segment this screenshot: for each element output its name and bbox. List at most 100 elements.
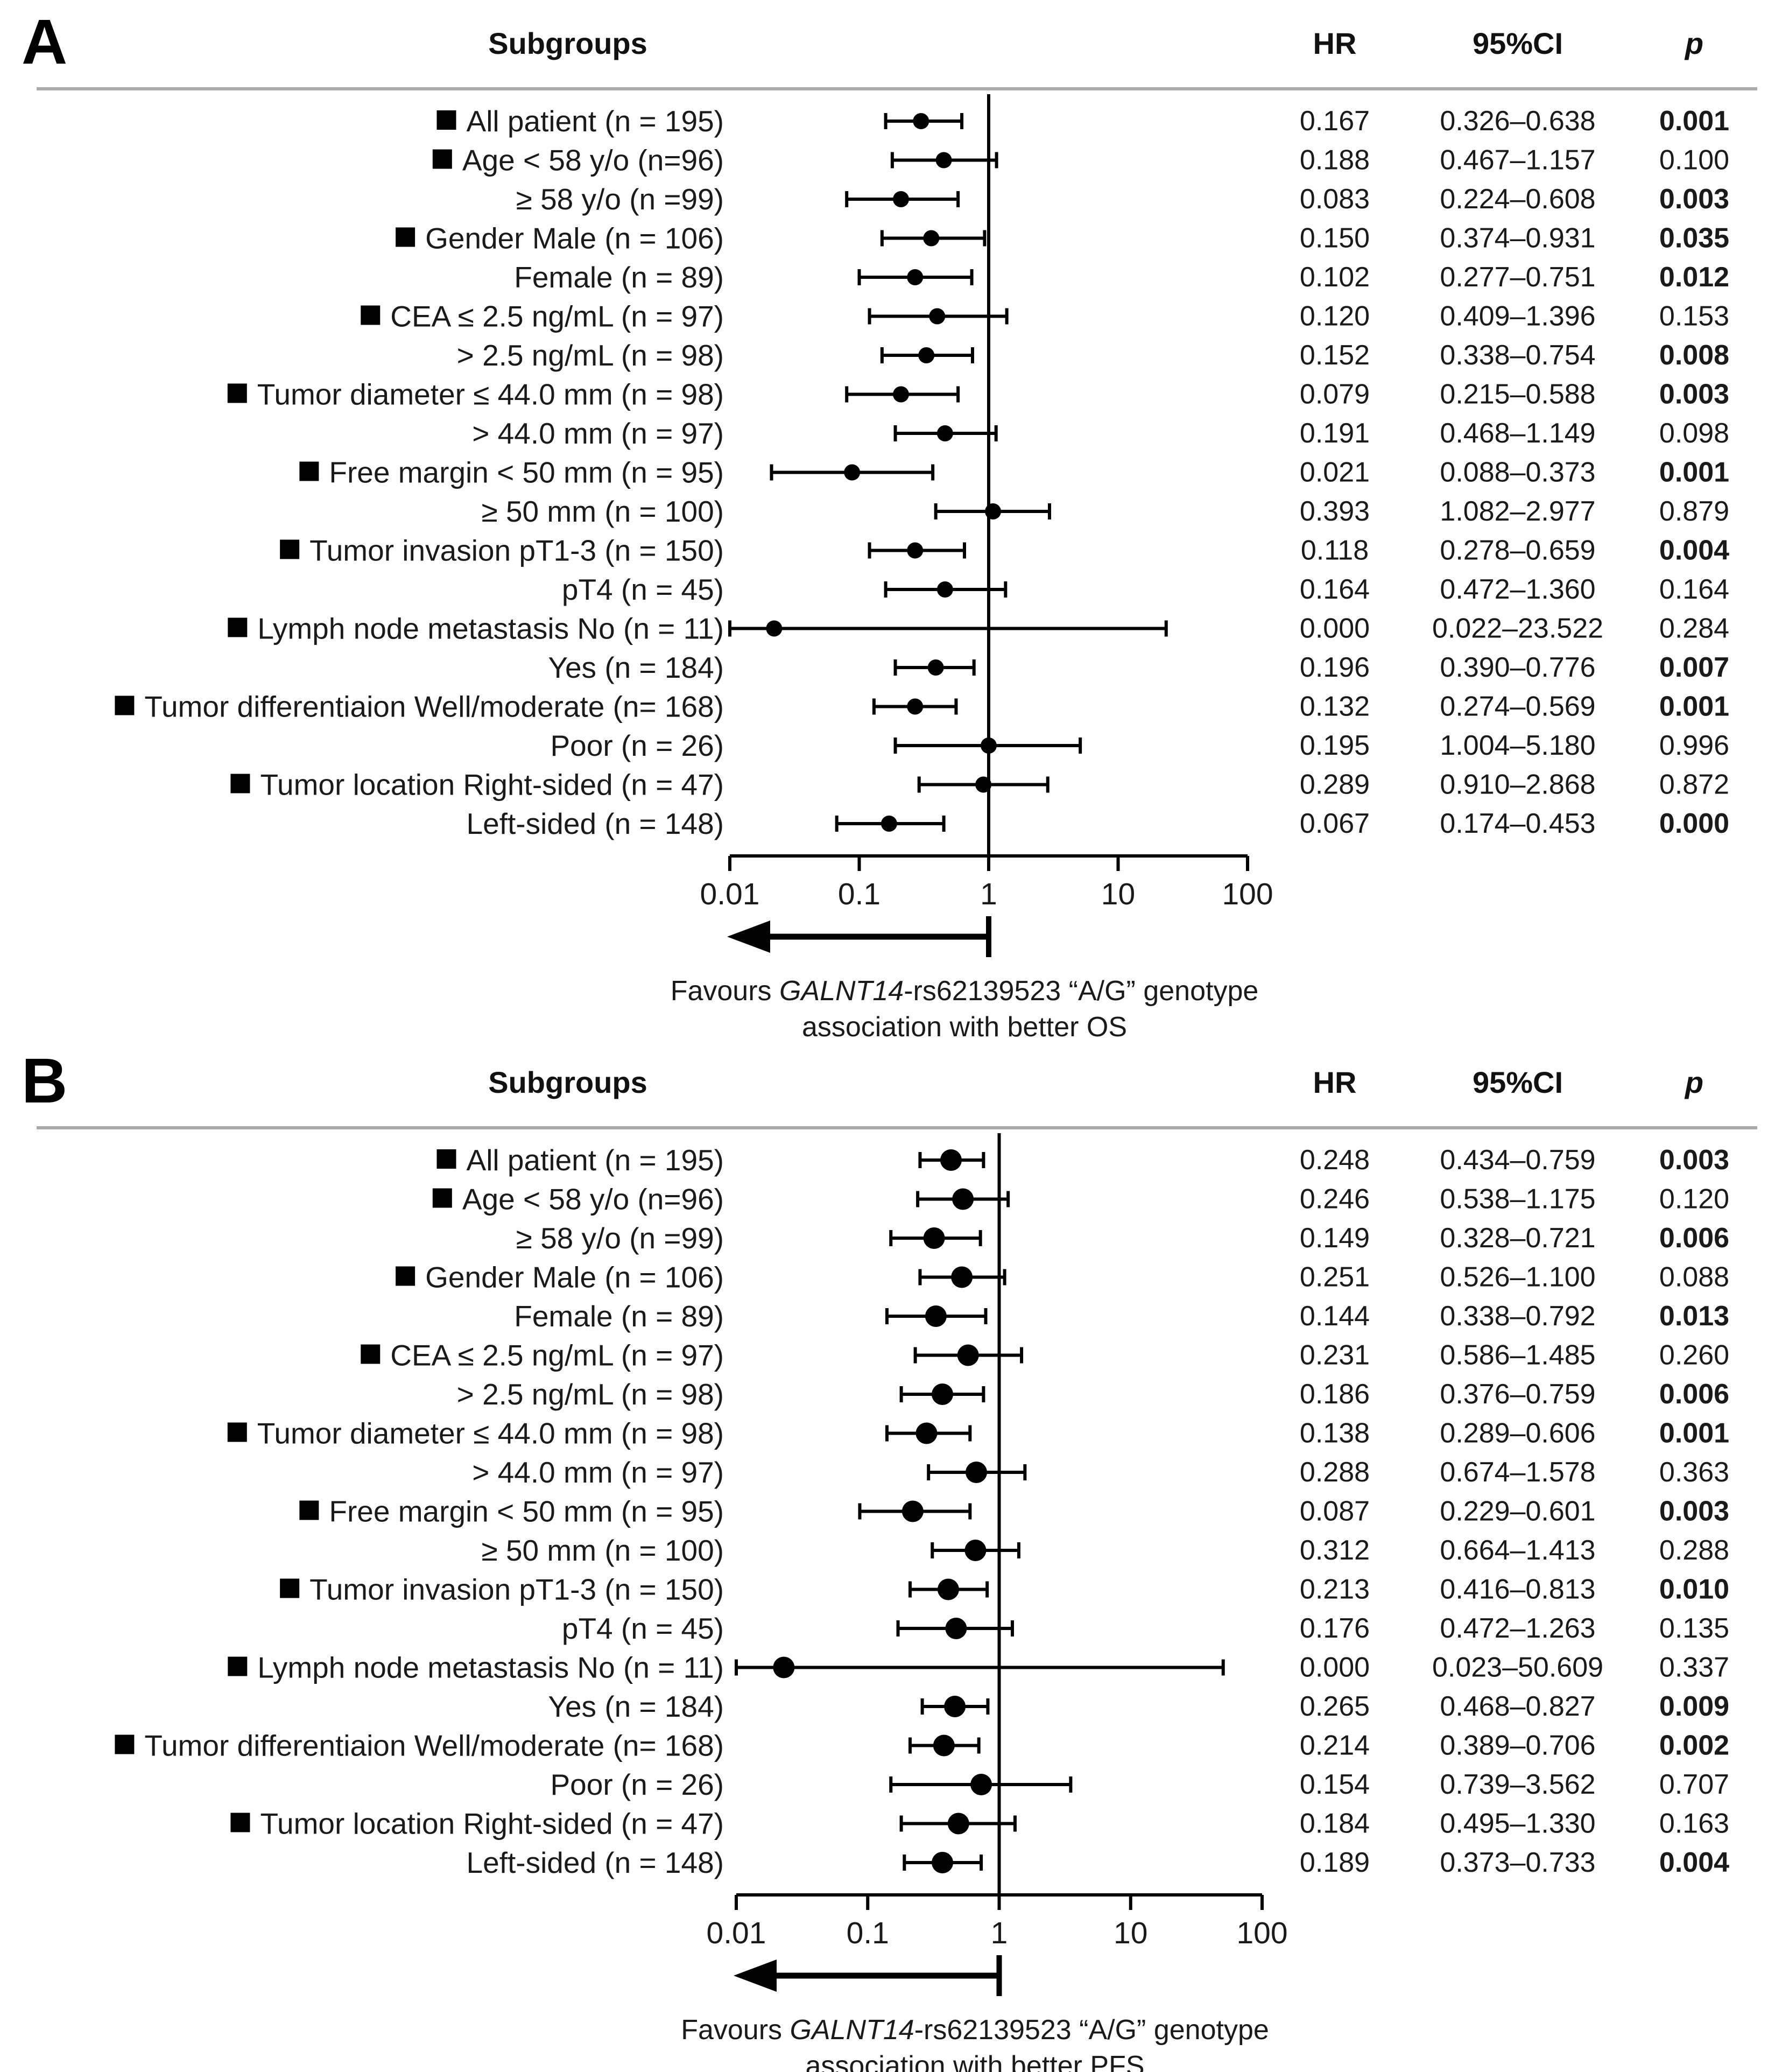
favours-arrowhead <box>734 1959 777 1992</box>
table-row: Tumor invasion pT1-3 (n = 150) 0.213 0.416… <box>280 1573 1729 1606</box>
row-label: Tumor location Right-sided (n = 47) <box>260 1807 724 1841</box>
point-estimate <box>929 308 946 325</box>
p-value: 0.004 <box>1659 535 1729 566</box>
square-bullet <box>280 539 300 559</box>
hr-value: 0.154 <box>1300 1769 1370 1800</box>
row-label: Left-sided (n = 148) <box>467 1846 724 1879</box>
point-estimate <box>907 542 924 559</box>
table-row: Free margin < 50 mm (n = 95) 0.087 0.229–0… <box>299 1495 1729 1528</box>
row-label: Free margin < 50 mm (n = 95) <box>329 456 724 489</box>
hr-value: 0.167 <box>1300 106 1370 137</box>
square-bullet <box>396 227 415 247</box>
ci-value: 0.215–0.588 <box>1440 379 1595 410</box>
row-label: > 2.5 ng/mL (n = 98) <box>457 1378 724 1411</box>
point-estimate <box>892 191 909 207</box>
p-value: 0.088 <box>1659 1262 1729 1293</box>
row-label: ≥ 58 y/o (n =99) <box>516 1221 724 1255</box>
point-estimate <box>952 1188 974 1210</box>
header-p: p <box>1684 1065 1703 1099</box>
hr-value: 0.195 <box>1300 730 1370 761</box>
square-bullet <box>432 1188 452 1208</box>
hr-value: 0.079 <box>1300 379 1370 410</box>
header-95ci: 95%CI <box>1473 1065 1563 1099</box>
p-value: 0.879 <box>1659 496 1729 527</box>
ci-value: 0.277–0.751 <box>1440 262 1595 293</box>
table-row: pT4 (n = 45) 0.164 0.472–1.360 0.164 <box>562 573 1729 606</box>
point-estimate <box>944 1696 966 1717</box>
p-value: 0.260 <box>1659 1340 1729 1371</box>
header-subgroups: Subgroups <box>488 1065 647 1099</box>
hr-value: 0.102 <box>1300 262 1370 293</box>
ci-value: 0.739–3.562 <box>1440 1769 1595 1800</box>
table-row: All patient (n = 195) 0.167 0.326–0.638 0.0… <box>436 104 1729 138</box>
row-label: Tumor diameter ≤ 44.0 mm (n = 98) <box>257 1417 724 1450</box>
ci-value: 0.409–1.396 <box>1440 301 1595 332</box>
table-row: pT4 (n = 45) 0.176 0.472–1.263 0.135 <box>562 1612 1729 1645</box>
panel-letter: A <box>22 6 67 78</box>
point-estimate <box>907 698 924 715</box>
ci-value: 0.289–0.606 <box>1440 1418 1595 1449</box>
point-estimate <box>925 1305 947 1327</box>
square-bullet <box>299 461 319 481</box>
p-value: 0.010 <box>1659 1574 1729 1605</box>
p-value: 0.120 <box>1659 1184 1729 1215</box>
row-label: CEA ≤ 2.5 ng/mL (n = 97) <box>390 1339 724 1372</box>
ci-value: 0.472–1.360 <box>1440 574 1595 605</box>
p-value: 0.872 <box>1659 769 1729 800</box>
square-bullet <box>228 617 248 637</box>
hr-value: 0.251 <box>1300 1262 1370 1293</box>
table-row: ≥ 50 mm (n = 100) 0.312 0.664–1.413 0.288 <box>481 1534 1729 1567</box>
favours-caption-line1: Favours GALNT14-rs62139523 “A/G” genotyp… <box>681 2014 1269 2046</box>
hr-value: 0.118 <box>1301 535 1369 566</box>
hr-value: 0.186 <box>1300 1379 1370 1410</box>
x-tick-label: 0.01 <box>707 1916 766 1950</box>
p-value: 0.098 <box>1659 418 1729 449</box>
p-value: 0.153 <box>1659 301 1729 332</box>
table-row: > 44.0 mm (n = 97) 0.288 0.674–1.578 0.363 <box>472 1456 1729 1489</box>
p-value: 0.996 <box>1659 730 1729 761</box>
row-label: Tumor differentiaion Well/moderate (n= 1… <box>144 690 724 724</box>
table-row: Left-sided (n = 148) 0.189 0.373–0.733 0.00… <box>467 1846 1730 1879</box>
hr-value: 0.248 <box>1300 1144 1370 1176</box>
row-label: > 2.5 ng/mL (n = 98) <box>457 339 724 372</box>
p-value: 0.707 <box>1659 1769 1729 1800</box>
table-row: Lymph node metastasis No (n = 11) 0.000 0.… <box>228 1651 1729 1684</box>
p-value: 0.006 <box>1659 1379 1729 1410</box>
point-estimate <box>951 1266 973 1288</box>
x-tick-label: 0.01 <box>700 877 760 911</box>
row-label: Yes (n = 184) <box>548 1690 724 1723</box>
ci-value: 0.224–0.608 <box>1440 184 1595 215</box>
ci-value: 0.229–0.601 <box>1440 1496 1595 1527</box>
p-value: 0.288 <box>1659 1535 1729 1566</box>
table-row: Left-sided (n = 148) 0.067 0.174–0.453 0.00… <box>467 807 1730 840</box>
favours-caption-line2: association with better PFS <box>805 2050 1144 2072</box>
row-label: > 44.0 mm (n = 97) <box>472 1456 724 1489</box>
table-row: Free margin < 50 mm (n = 95) 0.021 0.088–0… <box>299 456 1729 489</box>
row-label: Lymph node metastasis No (n = 11) <box>257 1651 724 1684</box>
row-label: Tumor diameter ≤ 44.0 mm (n = 98) <box>257 378 724 411</box>
p-value: 0.135 <box>1659 1613 1729 1644</box>
x-tick-label: 10 <box>1114 1916 1147 1950</box>
point-estimate <box>947 1813 969 1835</box>
row-label: Left-sided (n = 148) <box>467 807 724 840</box>
p-value: 0.337 <box>1659 1652 1729 1683</box>
square-bullet <box>436 1149 456 1169</box>
point-estimate <box>913 113 929 129</box>
table-row: Tumor location Right-sided (n = 47) 0.184… <box>230 1807 1729 1841</box>
hr-value: 0.191 <box>1300 418 1370 449</box>
point-estimate <box>964 1540 987 1561</box>
hr-value: 0.000 <box>1300 613 1370 644</box>
panel-letter: B <box>22 1045 67 1116</box>
p-value: 0.001 <box>1659 691 1729 722</box>
x-tick-label: 0.1 <box>838 877 881 911</box>
table-row: CEA ≤ 2.5 ng/mL (n = 97) 0.120 0.409–1.396… <box>361 300 1729 333</box>
square-bullet <box>299 1500 319 1520</box>
ci-value: 0.472–1.263 <box>1440 1613 1595 1644</box>
square-bullet <box>361 305 381 325</box>
table-row: CEA ≤ 2.5 ng/mL (n = 97) 0.231 0.586–1.485… <box>361 1339 1729 1372</box>
p-value: 0.001 <box>1659 1418 1729 1449</box>
row-label: Tumor invasion pT1-3 (n = 150) <box>309 534 724 567</box>
table-row: Age < 58 y/o (n=96) 0.188 0.467–1.157 0.100 <box>432 144 1729 177</box>
ci-value: 0.434–0.759 <box>1440 1144 1595 1176</box>
